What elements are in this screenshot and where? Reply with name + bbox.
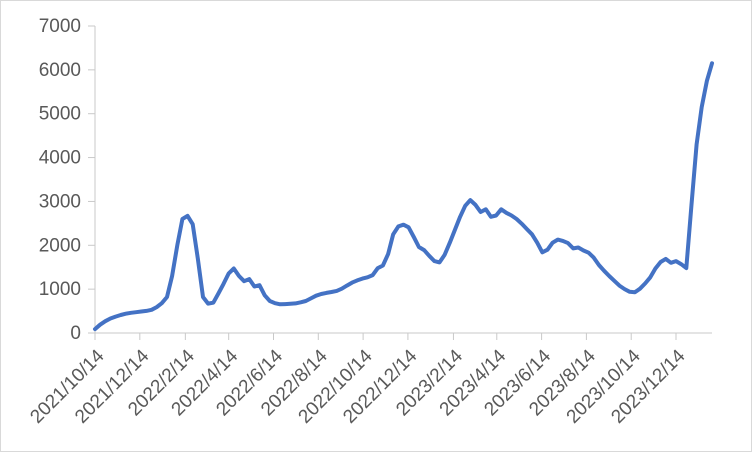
y-axis-tick-label: 1000	[39, 279, 81, 300]
y-axis-tick-label: 2000	[39, 235, 81, 256]
data-series-line	[93, 61, 714, 332]
y-axis-tick-label: 3000	[39, 191, 81, 212]
y-axis-tick-label: 6000	[39, 60, 81, 81]
y-axis-tick-label: 7000	[39, 16, 81, 37]
y-axis-tick-label: 0	[70, 323, 81, 344]
y-axis-tick-label: 5000	[39, 104, 81, 125]
y-axis-tick-label: 4000	[39, 148, 81, 169]
